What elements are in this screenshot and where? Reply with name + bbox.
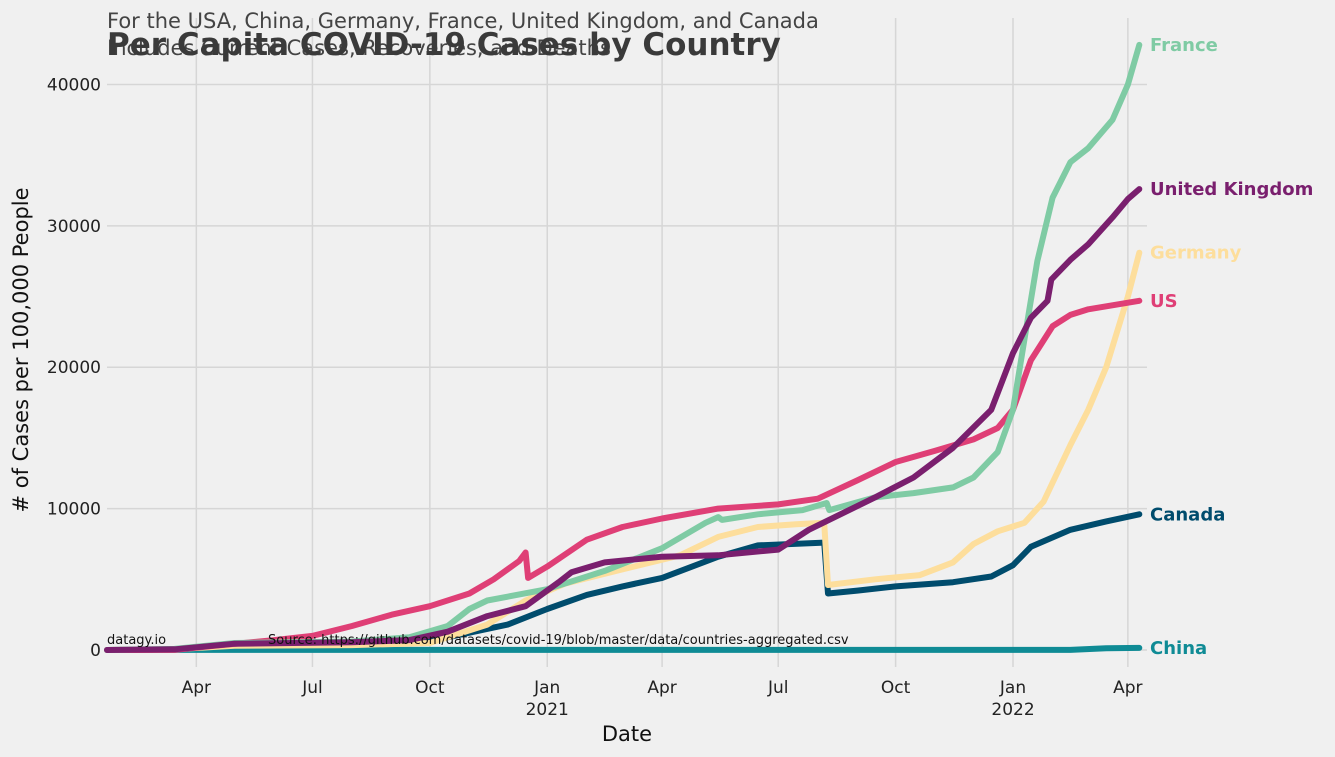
x-axis-label: Date xyxy=(602,722,652,746)
series-line-us xyxy=(104,297,1143,653)
end-label-france: France xyxy=(1150,35,1218,56)
series-line-canada xyxy=(104,511,1143,653)
y-tick-label: 30000 xyxy=(47,217,101,237)
x-tick-label: Jul xyxy=(301,678,323,698)
credit-note: datagy.io xyxy=(107,633,166,648)
series-line-france xyxy=(104,41,1143,653)
y-tick-label: 40000 xyxy=(47,75,101,95)
x-tick-label: Apr xyxy=(182,678,211,698)
series-line-germany xyxy=(104,249,1143,653)
end-label-canada: Canada xyxy=(1150,504,1225,525)
y-tick-label: 10000 xyxy=(47,500,101,520)
x-tick-year: 2021 xyxy=(526,700,569,720)
x-tick-label: Apr xyxy=(1113,678,1142,698)
chart-subtitle-line1: For the USA, China, Germany, France, Uni… xyxy=(107,9,819,33)
source-note: Source: https://github.com/datasets/covi… xyxy=(268,633,849,648)
series-group xyxy=(104,41,1143,653)
end-label-china: China xyxy=(1150,638,1207,659)
y-tick-labels: 0 10000 20000 30000 40000 xyxy=(47,75,101,661)
x-tick-year: 2022 xyxy=(991,700,1034,720)
chart-subtitle-line2: Includes Current Cases, Recoveries, and … xyxy=(107,36,611,60)
y-tick-label: 0 xyxy=(90,641,101,661)
series-line-united-kingdom xyxy=(104,186,1143,653)
chart-title: Per Capita COVID-19 Cases by Country xyxy=(107,27,781,63)
y-axis-label: # of Cases per 100,000 People xyxy=(9,187,33,512)
end-label-united-kingdom: United Kingdom xyxy=(1150,179,1313,200)
y-tick-label: 20000 xyxy=(47,358,101,378)
end-labels: France United Kingdom Germany US Canada China xyxy=(1150,35,1313,659)
end-label-germany: Germany xyxy=(1150,243,1242,264)
grid-lines xyxy=(107,18,1147,667)
x-tick-label: Oct xyxy=(881,678,911,698)
x-tick-label: Jan xyxy=(533,678,560,698)
x-tick-label: Apr xyxy=(647,678,676,698)
x-tick-label: Jul xyxy=(767,678,789,698)
end-label-us: US xyxy=(1150,291,1178,312)
x-tick-label: Oct xyxy=(415,678,445,698)
x-tick-label: Jan xyxy=(999,678,1026,698)
